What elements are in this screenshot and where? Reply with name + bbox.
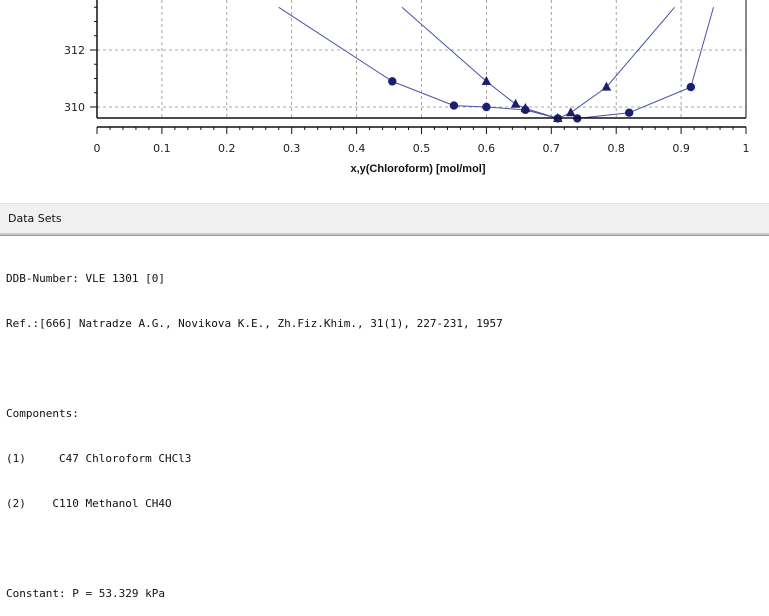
spacer bbox=[6, 541, 766, 556]
component-2: (2) C110 Methanol CH4O bbox=[6, 497, 172, 510]
series-1-line bbox=[278, 6, 714, 118]
series-2-point bbox=[601, 81, 612, 91]
datasets-panel-header[interactable]: Data Sets bbox=[0, 203, 769, 234]
series-2-line bbox=[401, 6, 675, 118]
y-tick-label: 310 bbox=[64, 101, 85, 114]
panel-divider[interactable] bbox=[0, 233, 769, 236]
grid-layer bbox=[97, 0, 746, 118]
components-label: Components: bbox=[6, 407, 79, 420]
series-lines bbox=[278, 6, 714, 118]
series-2-point bbox=[520, 103, 531, 113]
series-1-point bbox=[482, 102, 491, 112]
component-1: (1) C47 Chloroform CHCl3 bbox=[6, 452, 192, 465]
series-2-point bbox=[510, 98, 521, 108]
series-2-point bbox=[481, 75, 492, 85]
plot-frame bbox=[96, 0, 747, 119]
series-1-point bbox=[624, 108, 634, 117]
series-1-point bbox=[388, 77, 397, 86]
y-tick-label: 312 bbox=[64, 44, 85, 57]
x-tick-label: 1 bbox=[743, 142, 750, 155]
vle-chart: 0 0.1 0.2 0.3 0.4 0.5 0.6 0.7 0.8 0.9 1 312 310 x,y… bbox=[64, 0, 750, 175]
x-tick-label: 0.6 bbox=[478, 142, 496, 155]
x-tick-label: 0.5 bbox=[413, 142, 431, 155]
y-axis: 312 310 bbox=[64, 6, 97, 114]
x-tick-label: 0.4 bbox=[348, 142, 366, 155]
constant-pressure: Constant: P = 53.329 kPa bbox=[6, 587, 165, 600]
dataset-details: DDB-Number: VLE 1301 [0] Ref.:[666] Natr… bbox=[6, 241, 766, 616]
datasets-title: Data Sets bbox=[8, 212, 62, 225]
x-tick-label: 0.9 bbox=[672, 142, 690, 155]
series-1-point bbox=[449, 101, 459, 110]
x-tick-label: 0 bbox=[94, 142, 101, 155]
series-2-point bbox=[566, 107, 576, 117]
reference: Ref.:[666] Natradze A.G., Novikova K.E.,… bbox=[6, 317, 503, 330]
series-1-point bbox=[686, 82, 696, 92]
x-tick-label: 0.7 bbox=[543, 142, 561, 155]
x-tick-label: 0.1 bbox=[153, 142, 171, 155]
ddb-number: DDB-Number: VLE 1301 [0] bbox=[6, 272, 165, 285]
x-tick-label: 0.2 bbox=[218, 142, 236, 155]
series-markers bbox=[388, 75, 696, 123]
x-axis-title: x,y(Chloroform) [mol/mol] bbox=[350, 163, 485, 175]
x-axis: 0 0.1 0.2 0.3 0.4 0.5 0.6 0.7 0.8 0.9 1 bbox=[94, 126, 750, 155]
x-tick-label: 0.3 bbox=[283, 142, 301, 155]
chart-area: 0 0.1 0.2 0.3 0.4 0.5 0.6 0.7 0.8 0.9 1 312 310 x,y… bbox=[0, 0, 769, 203]
x-tick-label: 0.8 bbox=[607, 142, 625, 155]
spacer bbox=[6, 361, 766, 376]
